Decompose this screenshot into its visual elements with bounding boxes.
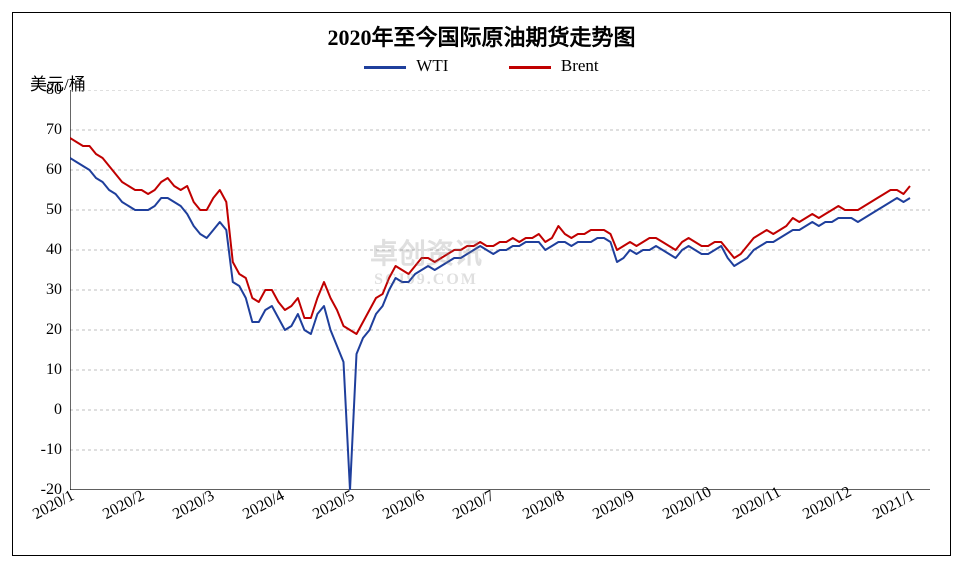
x-tick-label: 2020/4 (240, 487, 288, 524)
x-axis-ticks: 2020/12020/22020/32020/42020/52020/62020… (70, 490, 930, 550)
x-tick-label: 2020/3 (170, 487, 218, 524)
y-tick-label: -10 (41, 441, 62, 459)
x-tick-label: 2020/2 (100, 487, 148, 524)
x-tick-label: 2020/7 (450, 487, 498, 524)
x-tick-label: 2020/9 (590, 487, 638, 524)
y-tick-label: 70 (46, 121, 62, 139)
legend-item-wti: WTI (364, 56, 448, 76)
legend-label-wti: WTI (416, 56, 448, 75)
y-tick-label: 40 (46, 241, 62, 259)
x-tick-label: 2020/5 (310, 487, 358, 524)
legend-label-brent: Brent (561, 56, 599, 75)
legend-swatch-wti (364, 66, 406, 69)
y-tick-label: 50 (46, 201, 62, 219)
y-tick-label: 0 (54, 401, 62, 419)
series-wti (70, 158, 910, 490)
x-tick-label: 2020/11 (730, 484, 784, 524)
legend-swatch-brent (509, 66, 551, 69)
plot-svg (70, 90, 930, 490)
y-axis-ticks: -20-1001020304050607080 (12, 90, 68, 490)
chart-legend: WTI Brent (12, 56, 951, 76)
x-tick-label: 2021/1 (870, 487, 918, 524)
chart-container: 2020年至今国际原油期货走势图 WTI Brent 美元/桶 -20-1001… (12, 12, 951, 556)
x-tick-label: 2020/12 (800, 483, 855, 524)
x-tick-label: 2020/10 (660, 483, 715, 524)
y-tick-label: 10 (46, 361, 62, 379)
chart-title: 2020年至今国际原油期货走势图 (12, 20, 951, 52)
y-tick-label: 60 (46, 161, 62, 179)
y-tick-label: 30 (46, 281, 62, 299)
legend-item-brent: Brent (509, 56, 599, 76)
plot-area: 卓创资讯 SCI99.COM (70, 90, 930, 490)
x-tick-label: 2020/8 (520, 487, 568, 524)
y-tick-label: 20 (46, 321, 62, 339)
y-tick-label: 80 (46, 81, 62, 99)
x-tick-label: 2020/6 (380, 487, 428, 524)
